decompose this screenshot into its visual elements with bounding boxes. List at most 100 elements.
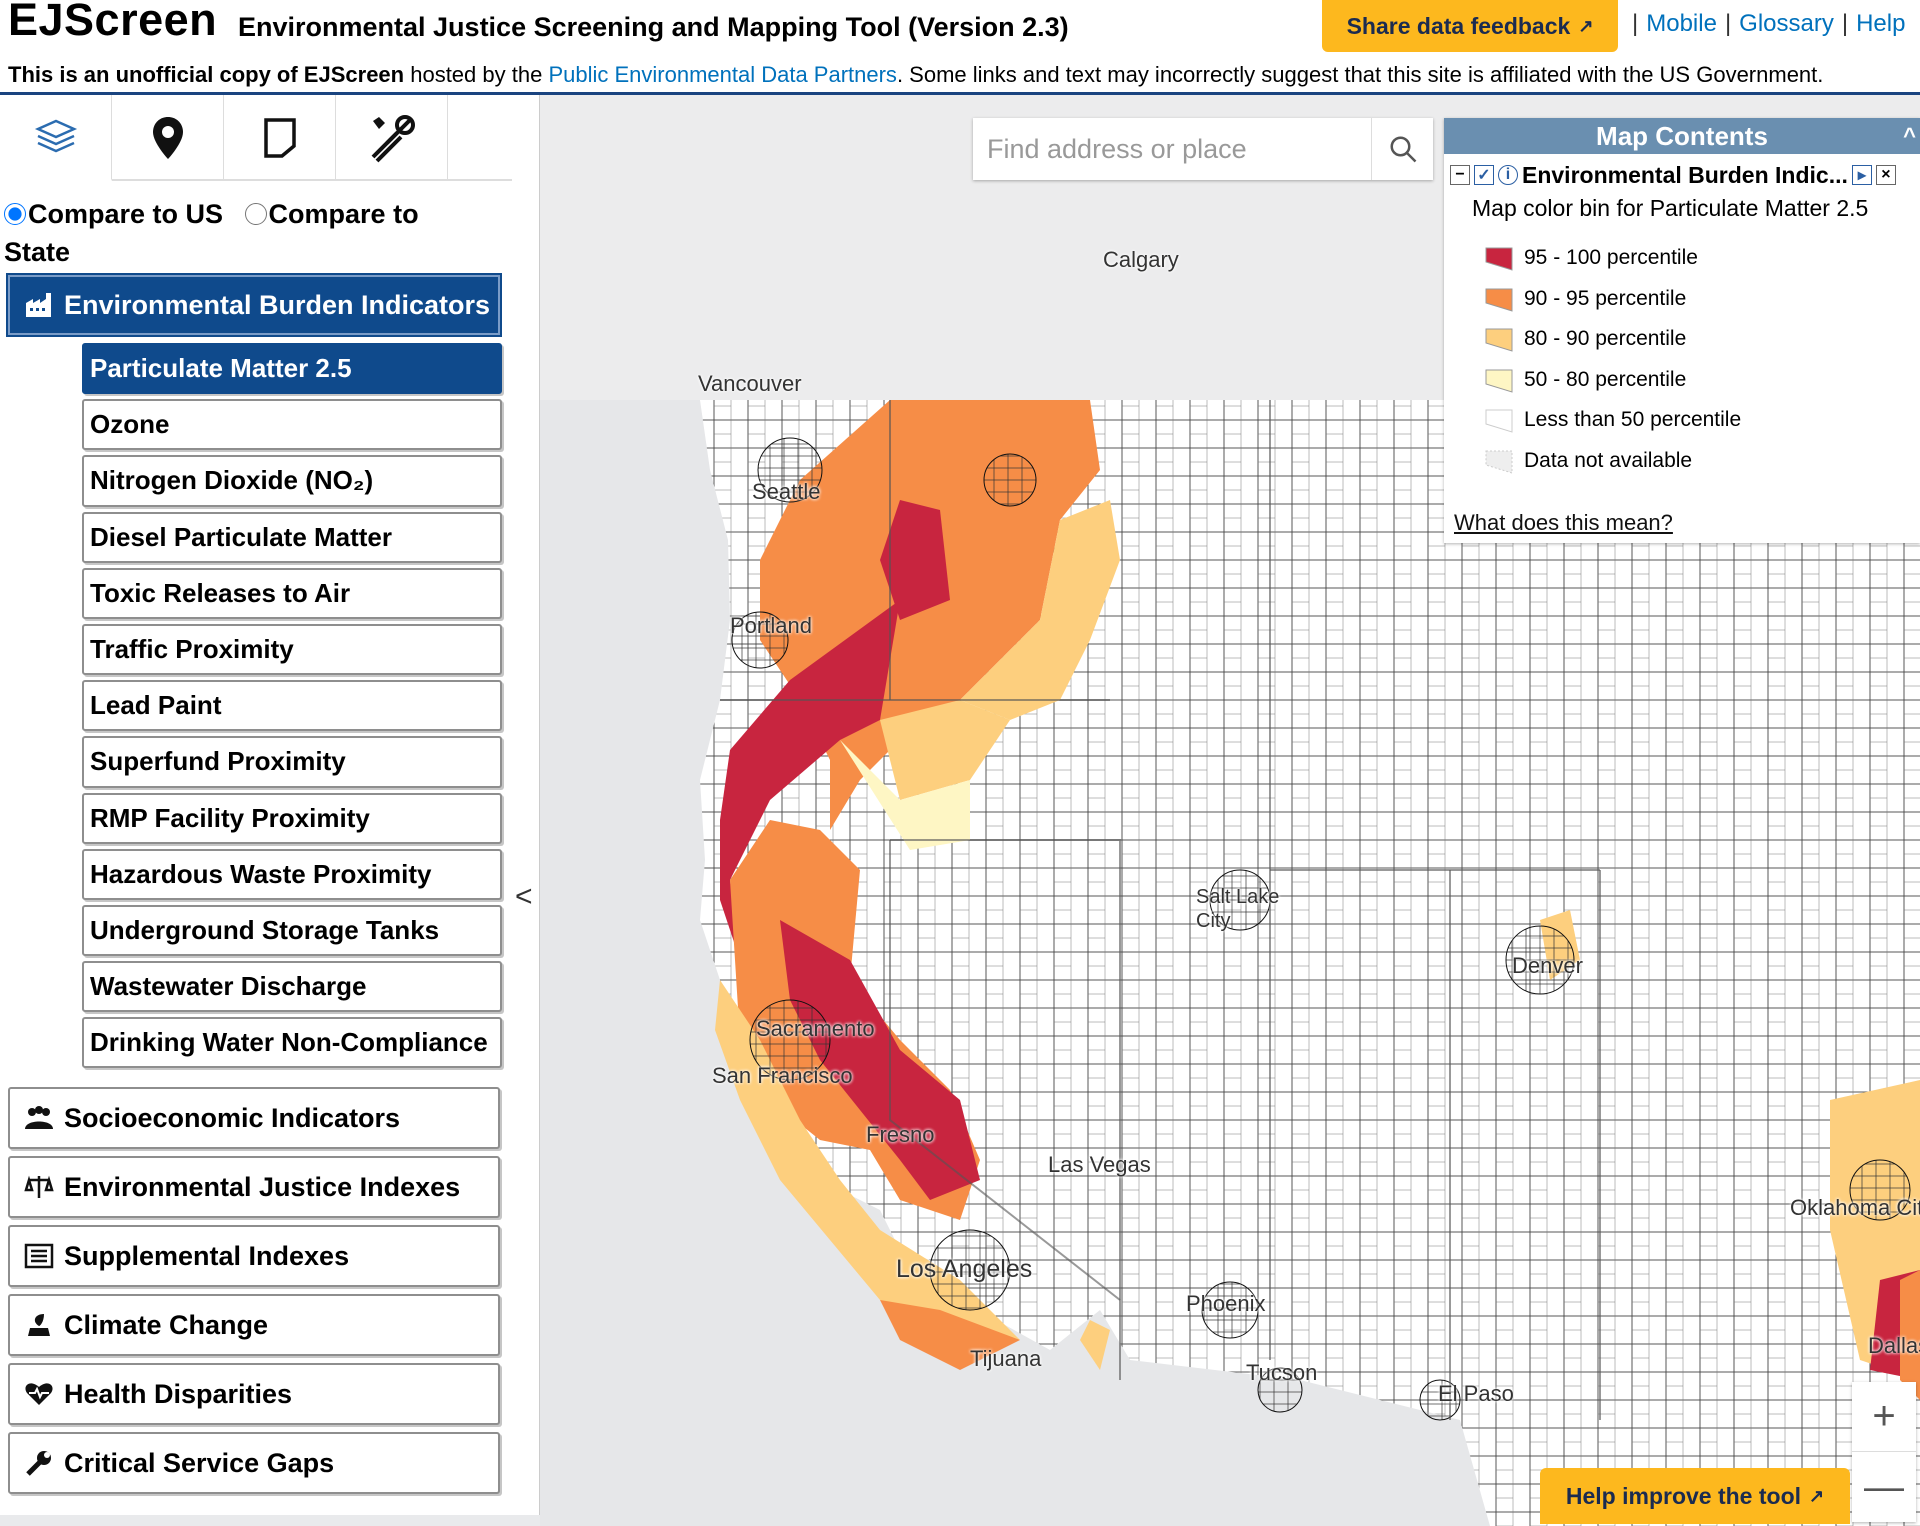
city-label: Salt Lake City — [1196, 886, 1280, 932]
legend-label: 80 - 90 percentile — [1524, 327, 1687, 351]
legend-label: Less than 50 percentile — [1524, 408, 1742, 432]
search-icon — [1390, 136, 1416, 163]
legend-swatch-icon — [1485, 369, 1513, 393]
indicator-rmp[interactable]: RMP Facility Proximity — [82, 792, 502, 844]
category-label: Critical Service Gaps — [64, 1447, 335, 1478]
collapse-layer-icon[interactable]: − — [1450, 165, 1470, 185]
disclaimer-mid: hosted by the — [404, 62, 549, 87]
scale-icon — [24, 1175, 54, 1198]
city-label: Vancouver — [698, 371, 802, 396]
indicator-pm25[interactable]: Particulate Matter 2.5 — [82, 343, 502, 395]
category-ej-indexes[interactable]: Environmental Justice Indexes — [8, 1156, 500, 1218]
wrench-icon — [26, 1451, 51, 1476]
layers-icon — [34, 119, 77, 153]
indicator-hazardous-waste[interactable]: Hazardous Waste Proximity — [82, 848, 502, 900]
collapse-sidebar-button[interactable]: < — [515, 880, 533, 913]
help-link[interactable]: Help — [1856, 10, 1906, 37]
close-icon[interactable]: × — [1875, 165, 1896, 185]
external-link-icon: ↗ — [1809, 1485, 1825, 1506]
indicator-ozone[interactable]: Ozone — [82, 399, 502, 451]
indicator-no2[interactable]: Nitrogen Dioxide (NO₂) — [82, 455, 502, 507]
link-separator: | — [1841, 10, 1849, 37]
legend-item: 80 - 90 percentile — [1484, 319, 1741, 360]
city-label: Seattle — [752, 479, 821, 504]
city-label: Denver — [1512, 953, 1583, 978]
legend-item: Data not available — [1484, 441, 1741, 482]
layer-expand-icon[interactable]: ▸ — [1851, 165, 1872, 185]
indicator-diesel-pm[interactable]: Diesel Particulate Matter — [82, 511, 502, 563]
compare-us-label: Compare to US — [28, 199, 224, 229]
indicator-traffic[interactable]: Traffic Proximity — [82, 623, 502, 676]
category-label: Environmental Justice Indexes — [64, 1171, 461, 1202]
location-pin-icon — [152, 117, 183, 159]
map-contents-header[interactable]: Map Contents ^ — [1444, 118, 1920, 154]
legend-label: 50 - 80 percentile — [1524, 367, 1687, 391]
city-label: Sacramento — [756, 1016, 875, 1041]
tool-tabs — [0, 95, 512, 181]
sidebar: Compare to US Compare to State Environme… — [0, 95, 540, 1515]
legend-subtitle: Map color bin for Particulate Matter 2.5 — [1472, 195, 1869, 221]
legend-item: 50 - 80 percentile — [1484, 360, 1741, 401]
search-box — [973, 118, 1433, 180]
map-contents-title: Map Contents — [1596, 121, 1768, 151]
category-label: Climate Change — [64, 1309, 269, 1340]
people-icon — [25, 1106, 53, 1129]
help-improve-button[interactable]: Help improve the tool ↗ — [1540, 1468, 1850, 1524]
glossary-link[interactable]: Glossary — [1739, 10, 1834, 37]
layer-visibility-checkbox[interactable]: ✓ — [1474, 165, 1494, 185]
tab-places[interactable] — [112, 95, 224, 181]
search-input[interactable] — [973, 118, 1371, 180]
header-divider — [0, 92, 1920, 95]
category-socioeconomic[interactable]: Socioeconomic Indicators — [8, 1087, 500, 1149]
app-subtitle: Environmental Justice Screening and Mapp… — [238, 12, 1069, 42]
legend-item: 95 - 100 percentile — [1484, 238, 1741, 279]
category-climate[interactable]: Climate Change — [8, 1294, 500, 1356]
city-label: Tijuana — [970, 1346, 1042, 1371]
city-label: Los Angeles — [896, 1255, 1033, 1283]
indicator-toxic-releases[interactable]: Toxic Releases to Air — [82, 567, 502, 619]
collapse-caret-icon[interactable]: ^ — [1903, 123, 1916, 148]
search-button[interactable] — [1371, 118, 1433, 180]
indicator-superfund[interactable]: Superfund Proximity — [82, 736, 502, 788]
tab-notes[interactable] — [224, 95, 336, 181]
tools-icon — [371, 115, 415, 163]
city-label: Las Vegas — [1048, 1152, 1151, 1177]
indicator-list: Particulate Matter 2.5 Ozone Nitrogen Di… — [82, 343, 502, 1073]
category-health[interactable]: Health Disparities — [8, 1363, 500, 1425]
legend-label: 95 - 100 percentile — [1524, 246, 1698, 270]
list-icon — [24, 1243, 54, 1269]
what-does-this-mean-link[interactable]: What does this mean? — [1454, 510, 1673, 535]
top-links: | Mobile | Glossary | Help — [1624, 10, 1905, 38]
external-link-icon: ↗ — [1578, 15, 1594, 36]
share-feedback-button[interactable]: Share data feedback ↗ — [1322, 0, 1618, 52]
climate-icon — [28, 1314, 50, 1336]
legend-label: 90 - 95 percentile — [1524, 286, 1687, 310]
indicator-drinking-water[interactable]: Drinking Water Non-Compliance — [82, 1017, 502, 1069]
category-environmental-burden[interactable]: Environmental Burden Indicators — [6, 273, 502, 337]
zoom-out-button[interactable]: — — [1864, 1464, 1904, 1509]
category-service-gaps[interactable]: Critical Service Gaps — [8, 1432, 500, 1494]
map-contents-panel: Map Contents ^ − ✓ i Environmental Burde… — [1444, 118, 1920, 543]
city-label: El Paso — [1438, 1381, 1514, 1406]
share-feedback-label: Share data feedback — [1346, 12, 1571, 39]
disclaimer: This is an unofficial copy of EJScreen h… — [8, 62, 1823, 88]
tab-layers[interactable] — [0, 95, 112, 181]
tab-tools[interactable] — [336, 95, 448, 181]
city-label: Dallas — [1868, 1333, 1920, 1358]
zoom-in-button[interactable]: + — [1852, 1382, 1916, 1452]
indicator-ust[interactable]: Underground Storage Tanks — [82, 904, 502, 957]
info-icon[interactable]: i — [1498, 165, 1518, 185]
mobile-link[interactable]: Mobile — [1646, 10, 1717, 37]
category-label: Health Disparities — [64, 1378, 293, 1409]
layer-row: − ✓ i Environmental Burden Indic... ▸ × — [1450, 160, 1920, 190]
category-supplemental[interactable]: Supplemental Indexes — [8, 1225, 500, 1287]
compare-us-radio[interactable] — [4, 203, 26, 225]
partners-link[interactable]: Public Environmental Data Partners — [548, 62, 897, 87]
city-label: Tucson — [1246, 1360, 1318, 1385]
indicator-wastewater[interactable]: Wastewater Discharge — [82, 961, 502, 1013]
city-label: Oklahoma City — [1790, 1195, 1920, 1220]
compare-state-radio[interactable] — [244, 203, 267, 225]
indicator-lead-paint[interactable]: Lead Paint — [82, 680, 502, 732]
legend-item: 90 - 95 percentile — [1484, 279, 1741, 320]
category-label: Environmental Burden Indicators — [64, 289, 491, 320]
